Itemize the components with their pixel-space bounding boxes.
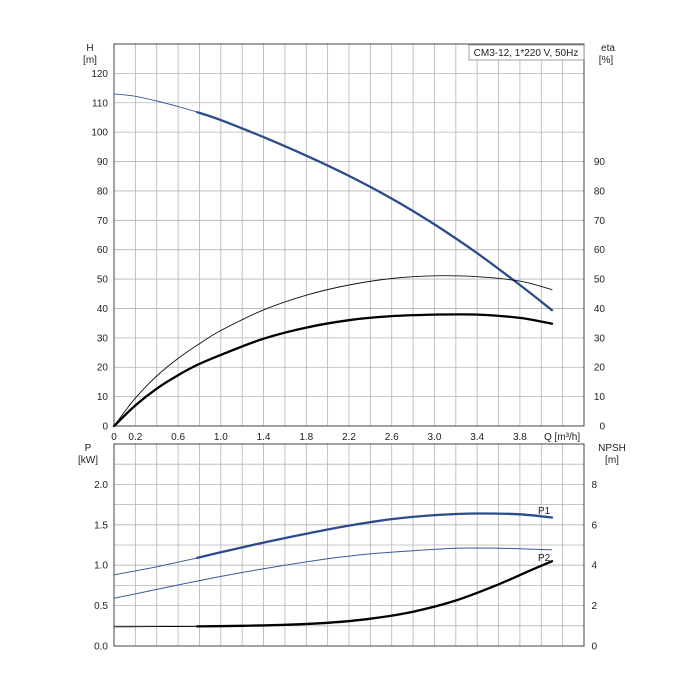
curve-npsh xyxy=(196,560,554,628)
chart-title-box xyxy=(468,44,585,61)
head-efficiency-curves xyxy=(112,93,554,428)
flow-tick-label: 2.2 xyxy=(342,432,356,443)
npsh-axis-unit: [m] xyxy=(605,455,619,466)
npsh-tick-label: 2 xyxy=(591,601,597,612)
npsh-tick-label: 8 xyxy=(591,480,597,491)
flow-tick-label: 1.8 xyxy=(299,432,313,443)
power-npsh-panel: 0.0 0.5 1.0 1.5 2.0 0 2 4 6 8 P [kW] NPSH [m] P1… xyxy=(78,443,626,653)
head-tick-label: 40 xyxy=(97,304,109,315)
eta-y-ticks: 0 10 20 30 40 50 60 70 80 90 xyxy=(594,157,606,432)
curve-h-thin xyxy=(113,93,198,113)
head-tick-label: 100 xyxy=(91,128,108,139)
flow-axis-label: Q [m³/h] xyxy=(544,432,580,443)
eta-tick-label: 0 xyxy=(599,422,605,433)
series-label-p1: P1 xyxy=(538,506,551,517)
curve-p1 xyxy=(196,512,554,560)
head-tick-label: 90 xyxy=(97,157,109,168)
eta-tick-label: 50 xyxy=(594,275,606,286)
power-tick-label: 0.5 xyxy=(94,601,108,612)
series-label-p2: P2 xyxy=(538,553,551,564)
power-plot-frame xyxy=(113,443,585,647)
power-grid xyxy=(114,444,584,646)
curve-h-bold xyxy=(196,111,554,312)
eta-tick-label: 90 xyxy=(594,157,606,168)
head-axis-label: H xyxy=(86,43,93,54)
npsh-tick-label: 6 xyxy=(591,520,597,531)
eta-axis-label: eta xyxy=(601,43,615,54)
head-tick-label: 110 xyxy=(92,98,108,109)
head-efficiency-panel: 0 10 20 30 40 50 60 70 80 90 100 110 120 0 10 20 30 40 50… xyxy=(83,43,615,443)
flow-tick-label: 2.6 xyxy=(385,432,399,443)
npsh-axis-label: NPSH xyxy=(598,443,626,454)
power-npsh-curves xyxy=(113,512,554,628)
head-tick-label: 60 xyxy=(97,245,109,256)
eta-tick-label: 20 xyxy=(594,363,606,374)
curve-eta-thin xyxy=(113,275,553,427)
eta-tick-label: 60 xyxy=(594,245,606,256)
eta-tick-label: 70 xyxy=(594,216,606,227)
flow-tick-label: 0.2 xyxy=(128,432,142,443)
head-tick-label: 10 xyxy=(97,392,109,403)
power-tick-label: 2.0 xyxy=(94,480,108,491)
curve-p1-thin xyxy=(113,557,198,576)
power-axis-label: P xyxy=(85,443,92,454)
head-grid xyxy=(114,44,584,426)
power-y-ticks: 0.0 0.5 1.0 1.5 2.0 xyxy=(94,480,108,653)
head-tick-label: 20 xyxy=(97,363,109,374)
eta-tick-label: 30 xyxy=(594,333,606,344)
npsh-tick-label: 4 xyxy=(591,561,597,572)
flow-x-ticks: 0 0.2 0.6 1.0 1.4 1.8 2.2 2.6 3.0 3.4 3.8 xyxy=(111,432,527,443)
npsh-tick-label: 0 xyxy=(591,642,597,653)
power-tick-label: 0.0 xyxy=(94,642,108,653)
eta-tick-label: 40 xyxy=(594,304,606,315)
curve-p2 xyxy=(113,547,553,599)
head-y-ticks: 0 10 20 30 40 50 60 70 80 90 100 110 120 xyxy=(91,69,108,433)
eta-tick-label: 80 xyxy=(594,186,606,197)
head-tick-label: 70 xyxy=(97,216,109,227)
flow-tick-label: 3.4 xyxy=(470,432,484,443)
power-tick-label: 1.5 xyxy=(94,520,108,531)
npsh-y-ticks: 0 2 4 6 8 xyxy=(591,480,597,653)
eta-axis-unit: [%] xyxy=(599,55,614,66)
flow-tick-label: 3.0 xyxy=(428,432,442,443)
head-tick-label: 120 xyxy=(91,69,108,80)
head-tick-label: 30 xyxy=(97,333,109,344)
curve-eta-bold xyxy=(112,313,554,428)
flow-tick-label: 1.4 xyxy=(257,432,271,443)
head-plot-frame xyxy=(113,43,585,427)
head-tick-label: 0 xyxy=(102,422,108,433)
eta-tick-label: 10 xyxy=(594,392,606,403)
power-axis-unit: [kW] xyxy=(78,455,98,466)
chart-title: CM3-12, 1*220 V, 50Hz xyxy=(474,48,579,59)
flow-tick-label: 0 xyxy=(111,432,117,443)
flow-tick-label: 0.6 xyxy=(171,432,185,443)
power-tick-label: 1.0 xyxy=(94,561,108,572)
head-tick-label: 50 xyxy=(97,275,109,286)
head-axis-unit: [m] xyxy=(83,55,97,66)
head-tick-label: 80 xyxy=(97,186,109,197)
flow-tick-label: 1.0 xyxy=(214,432,228,443)
flow-tick-label: 3.8 xyxy=(513,432,527,443)
